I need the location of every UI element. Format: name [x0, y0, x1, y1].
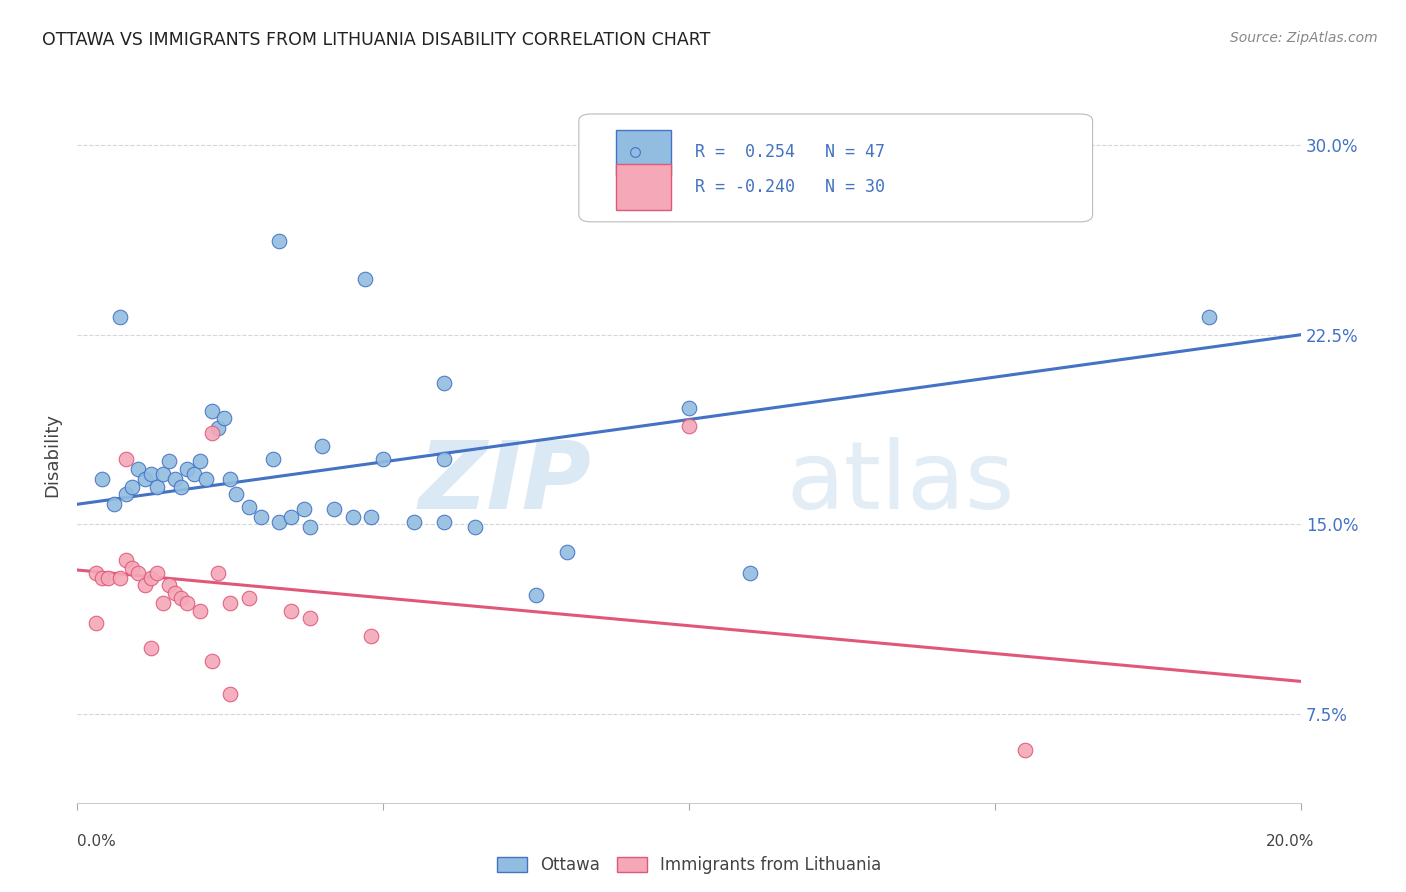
Point — [194, 472, 217, 486]
Point — [108, 310, 131, 324]
Text: ZIP: ZIP — [418, 437, 591, 529]
Point — [176, 462, 198, 476]
Point — [298, 520, 321, 534]
Point — [146, 566, 169, 580]
Point — [165, 472, 187, 486]
FancyBboxPatch shape — [616, 129, 671, 175]
Point — [103, 497, 125, 511]
Point — [219, 596, 242, 610]
Point — [84, 616, 107, 631]
FancyBboxPatch shape — [579, 114, 1092, 222]
Text: atlas: atlas — [787, 437, 1015, 529]
Point — [207, 566, 229, 580]
Point — [219, 687, 242, 701]
Point — [678, 401, 700, 416]
Point — [238, 500, 260, 514]
Point — [219, 472, 242, 486]
Point — [146, 479, 169, 493]
Point — [188, 454, 211, 468]
Point — [433, 451, 456, 466]
Point — [464, 520, 486, 534]
Text: 0.0%: 0.0% — [77, 834, 117, 849]
Point — [139, 641, 162, 656]
Point — [433, 376, 456, 390]
Point — [678, 418, 700, 433]
Legend: Ottawa, Immigrants from Lithuania: Ottawa, Immigrants from Lithuania — [496, 856, 882, 874]
Text: R =  0.254   N = 47: R = 0.254 N = 47 — [695, 144, 884, 161]
Point — [165, 586, 187, 600]
Point — [323, 502, 346, 516]
Point — [269, 515, 291, 529]
Point — [139, 571, 162, 585]
Point — [555, 545, 578, 559]
Point — [360, 629, 382, 643]
Point — [157, 454, 180, 468]
Y-axis label: Disability: Disability — [44, 413, 62, 497]
Point — [262, 451, 284, 466]
Point — [280, 603, 302, 617]
Point — [115, 487, 138, 501]
Point — [225, 487, 247, 501]
Point — [360, 509, 382, 524]
Point — [207, 421, 229, 435]
Point — [115, 451, 138, 466]
FancyBboxPatch shape — [616, 164, 671, 210]
Point — [201, 403, 224, 417]
Point — [183, 467, 205, 481]
Point — [292, 502, 315, 516]
Point — [108, 571, 131, 585]
Point — [134, 472, 156, 486]
Point — [170, 591, 193, 605]
Point — [188, 603, 211, 617]
Point — [139, 467, 162, 481]
Point — [152, 596, 174, 610]
Point — [402, 515, 425, 529]
Point — [250, 509, 273, 524]
Point — [121, 560, 143, 574]
Point — [524, 588, 547, 602]
Text: Source: ZipAtlas.com: Source: ZipAtlas.com — [1230, 31, 1378, 45]
Point — [84, 566, 107, 580]
Point — [269, 234, 291, 248]
Point — [128, 566, 150, 580]
Point — [740, 566, 762, 580]
Point — [280, 509, 302, 524]
Text: R = -0.240   N = 30: R = -0.240 N = 30 — [695, 178, 884, 196]
Point — [90, 571, 112, 585]
Point — [212, 411, 235, 425]
Point — [90, 472, 112, 486]
Point — [433, 515, 456, 529]
Point — [1198, 310, 1220, 324]
Point — [170, 479, 193, 493]
Point — [152, 467, 174, 481]
Point — [311, 439, 333, 453]
Point — [342, 509, 364, 524]
Point — [353, 272, 375, 286]
Point — [201, 426, 224, 441]
Point — [97, 571, 120, 585]
Point — [121, 479, 143, 493]
Point — [1014, 742, 1036, 756]
Point — [201, 654, 224, 668]
Point — [238, 591, 260, 605]
Point — [128, 462, 150, 476]
Point — [298, 611, 321, 625]
Point — [115, 553, 138, 567]
Point — [1045, 199, 1067, 213]
Text: 20.0%: 20.0% — [1267, 834, 1315, 849]
Text: OTTAWA VS IMMIGRANTS FROM LITHUANIA DISABILITY CORRELATION CHART: OTTAWA VS IMMIGRANTS FROM LITHUANIA DISA… — [42, 31, 710, 49]
Point — [134, 578, 156, 592]
Point — [176, 596, 198, 610]
Point — [157, 578, 180, 592]
Point — [371, 451, 394, 466]
